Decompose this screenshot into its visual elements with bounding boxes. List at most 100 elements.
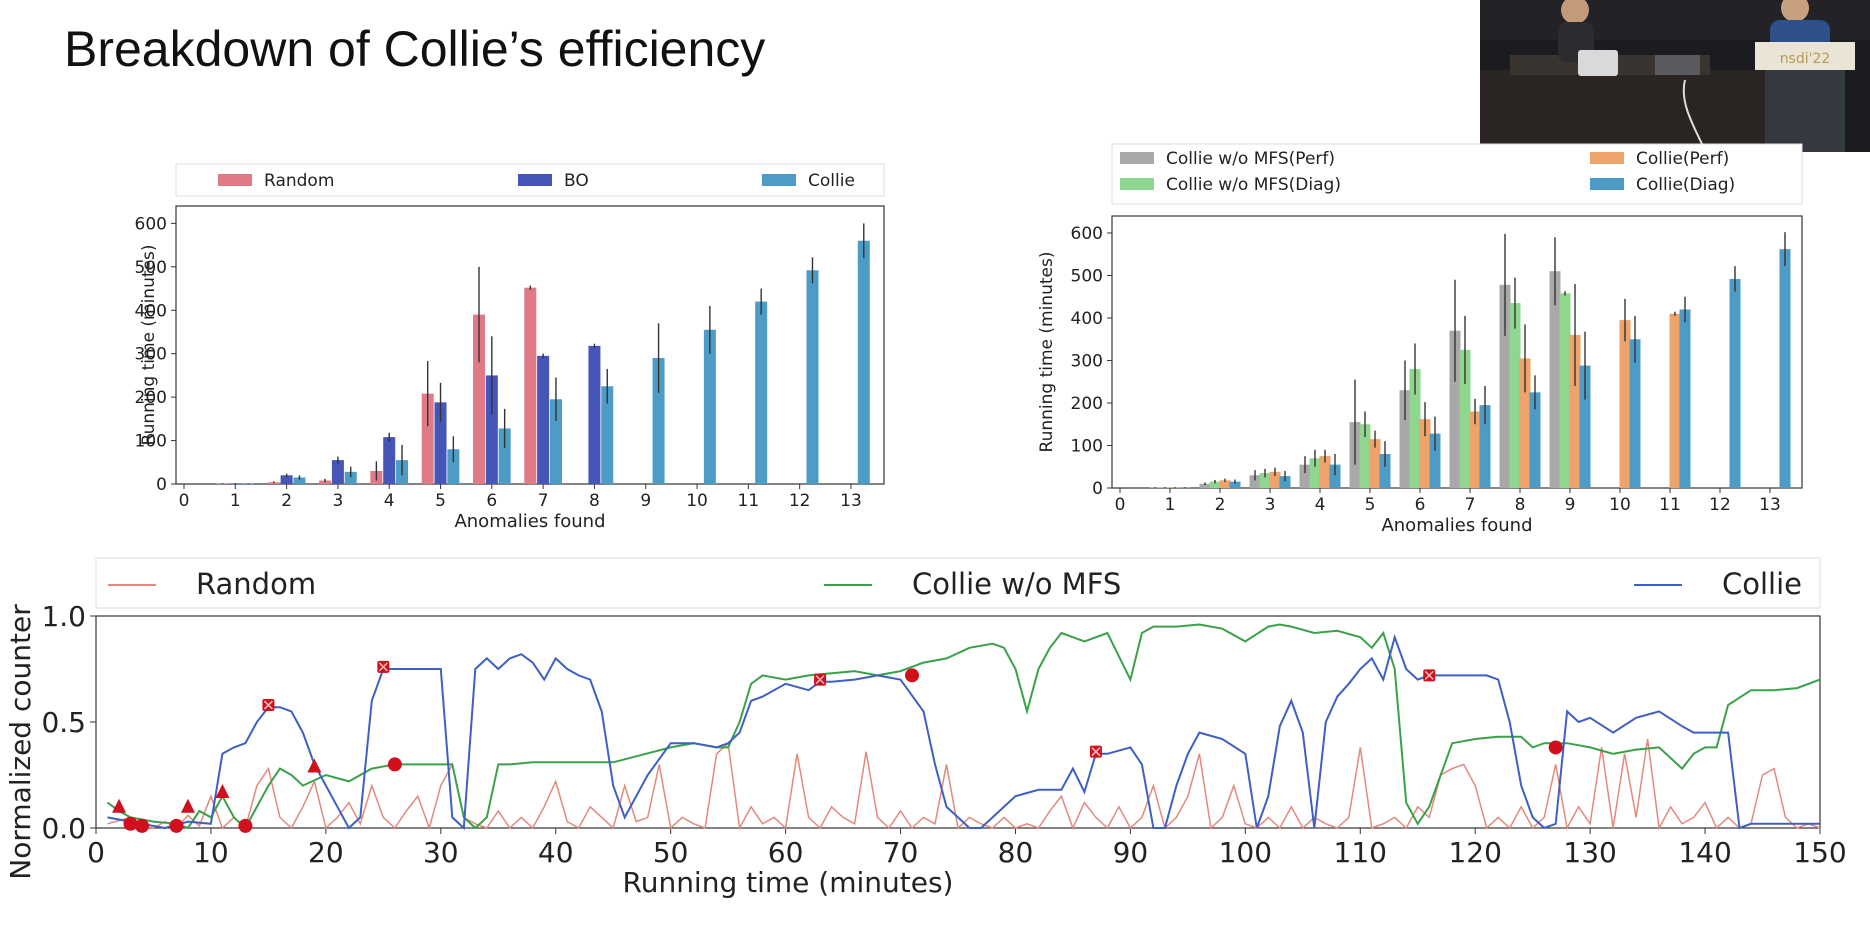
x-tick-label: 12 bbox=[1709, 495, 1731, 515]
x-tick-label: 140 bbox=[1678, 836, 1731, 869]
legend-frame bbox=[95, 557, 1821, 609]
person-right-head bbox=[1781, 0, 1809, 22]
x-tick-label: 1 bbox=[1165, 495, 1176, 515]
bar bbox=[652, 358, 665, 484]
bar bbox=[1519, 358, 1531, 488]
y-tick-label: 400 bbox=[135, 301, 167, 321]
y-tick-label: 0.0 bbox=[41, 812, 86, 845]
y-tick-label: 200 bbox=[135, 388, 167, 408]
legend-label-0: Random bbox=[264, 171, 334, 191]
x-tick-label: 2 bbox=[1215, 495, 1226, 515]
x-tick-label: 8 bbox=[589, 491, 600, 511]
x-tick-label: 8 bbox=[1515, 495, 1526, 515]
bar bbox=[1419, 419, 1431, 488]
x-tick-label: 60 bbox=[768, 836, 804, 869]
legend-swatch-2 bbox=[762, 174, 796, 186]
legend-label-1: Collie w/o MFS(Diag) bbox=[1166, 175, 1341, 195]
x-tick-label: 30 bbox=[423, 836, 459, 869]
bar bbox=[1629, 339, 1641, 488]
bar bbox=[344, 471, 357, 484]
bar bbox=[1299, 464, 1311, 488]
y-tick-label: 0 bbox=[1092, 479, 1103, 499]
cross-marker-x bbox=[378, 662, 388, 672]
x-tick-label: 11 bbox=[738, 491, 760, 511]
y-tick-label: 600 bbox=[135, 214, 167, 234]
bar bbox=[1209, 481, 1221, 488]
y-tick-label: 100 bbox=[1071, 437, 1103, 457]
bar bbox=[1259, 473, 1271, 488]
x-axis-label: Anomalies found bbox=[1381, 515, 1532, 536]
laptop-icon bbox=[1578, 50, 1618, 76]
bar bbox=[1509, 303, 1521, 488]
x-tick-label: 1 bbox=[230, 491, 241, 511]
x-tick-label: 9 bbox=[1565, 495, 1576, 515]
speaker-video-inset[interactable]: nsdi'22 bbox=[1480, 0, 1870, 152]
bar bbox=[1249, 475, 1261, 488]
legend-swatch-2 bbox=[1590, 152, 1624, 164]
x-tick-label: 5 bbox=[1365, 495, 1376, 515]
x-tick-label: 4 bbox=[384, 491, 395, 511]
legend-label-0: Collie w/o MFS(Perf) bbox=[1166, 149, 1335, 169]
speaker-video-frame: nsdi'22 bbox=[1480, 0, 1870, 152]
bar bbox=[280, 475, 293, 484]
bar bbox=[383, 437, 396, 484]
bar bbox=[1279, 476, 1291, 488]
cross-marker-x bbox=[263, 700, 273, 710]
y-tick-label: 200 bbox=[1071, 394, 1103, 414]
x-tick-label: 110 bbox=[1334, 836, 1387, 869]
right-bar-chart: Collie w/o MFS(Perf) Collie w/o MFS(Diag)… bbox=[1037, 143, 1803, 536]
slide-title: Breakdown of Collie’s efficiency bbox=[64, 21, 766, 77]
x-tick-label: 6 bbox=[1415, 495, 1426, 515]
y-axis-label: Running time (minutes) bbox=[139, 245, 159, 446]
y-axis-label: Running time (minutes) bbox=[1037, 252, 1057, 453]
x-tick-label: 20 bbox=[308, 836, 344, 869]
cross-marker-x bbox=[815, 675, 825, 685]
bar bbox=[1319, 456, 1331, 488]
bar bbox=[1469, 411, 1481, 488]
triangle-marker bbox=[180, 798, 195, 813]
circle-marker bbox=[123, 816, 138, 831]
cross-marker-x bbox=[1091, 747, 1101, 757]
bar bbox=[447, 449, 460, 484]
bar bbox=[549, 399, 562, 484]
bar bbox=[1579, 365, 1591, 488]
triangle-marker bbox=[215, 783, 230, 798]
bar bbox=[498, 428, 511, 484]
podium-icon bbox=[1755, 42, 1855, 70]
x-tick-label: 12 bbox=[789, 491, 811, 511]
legend-label-2: Collie(Perf) bbox=[1636, 149, 1729, 169]
x-tick-label: 13 bbox=[1759, 495, 1781, 515]
x-axis-label: Running time (minutes) bbox=[623, 866, 954, 899]
x-axis-label: Anomalies found bbox=[454, 511, 605, 532]
x-tick-label: 0 bbox=[87, 836, 105, 869]
y-axis-label: Normalized counter bbox=[4, 604, 37, 880]
bar bbox=[1409, 369, 1421, 488]
bar bbox=[331, 460, 344, 484]
bar bbox=[1459, 349, 1471, 488]
x-tick-label: 150 bbox=[1793, 836, 1846, 869]
bar bbox=[703, 329, 716, 484]
bar bbox=[1679, 309, 1691, 488]
bar bbox=[1669, 313, 1681, 488]
legend-label-1: Collie w/o MFS bbox=[912, 567, 1121, 601]
bar bbox=[1269, 471, 1281, 488]
legend-label-1: BO bbox=[564, 171, 589, 191]
bar bbox=[485, 375, 498, 484]
y-tick-label: 500 bbox=[1071, 267, 1103, 287]
bar bbox=[1379, 454, 1391, 488]
bar bbox=[1729, 278, 1741, 488]
legend-swatch-0 bbox=[1120, 152, 1154, 164]
legend-swatch-1 bbox=[1120, 178, 1154, 190]
bar bbox=[806, 270, 819, 484]
triangle-marker bbox=[111, 798, 126, 813]
bar bbox=[1619, 320, 1631, 488]
bar bbox=[1449, 330, 1461, 488]
y-tick-label: 600 bbox=[1071, 224, 1103, 244]
circle-marker bbox=[134, 818, 149, 833]
bar bbox=[857, 240, 870, 484]
legend-label-0: Random bbox=[196, 567, 316, 601]
bar bbox=[1229, 481, 1241, 488]
legend-frame bbox=[1111, 143, 1803, 205]
series-line-2 bbox=[107, 633, 1820, 831]
x-tick-label: 90 bbox=[1113, 836, 1149, 869]
